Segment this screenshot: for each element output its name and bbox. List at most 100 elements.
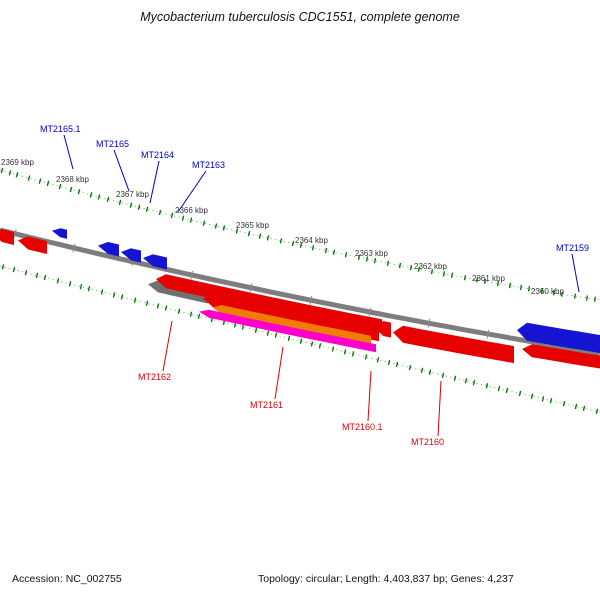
orf-tick	[266, 330, 270, 336]
orf-tick	[475, 277, 479, 283]
orf-tick	[417, 266, 421, 272]
gene-arrows	[0, 228, 600, 369]
gene-label-MT2161: MT2161	[250, 400, 283, 410]
orf-tick	[254, 327, 258, 333]
orf-tick	[266, 235, 270, 241]
leader-line-MT2163	[177, 170, 207, 213]
orf-tick	[562, 401, 566, 407]
orf-tick	[453, 375, 457, 381]
orf-tick	[530, 393, 534, 399]
orf-tick	[77, 189, 81, 195]
ruler-tick	[368, 307, 372, 317]
gene-label-MT2163: MT2163	[192, 160, 225, 170]
gene-arrow-gene-mt2165	[98, 242, 119, 257]
ruler-label: 2364 kbp	[295, 236, 328, 245]
orf-tick	[582, 405, 586, 411]
orf-tick	[170, 212, 174, 219]
backbone-group	[0, 227, 600, 356]
orf-tick	[505, 387, 509, 394]
orf-tick	[365, 256, 369, 262]
orf-tick	[12, 266, 16, 273]
orf-tick	[69, 186, 73, 193]
orf-tick	[97, 194, 101, 200]
leader-line-MT2159	[571, 253, 580, 293]
orf-tick	[38, 178, 42, 184]
orf-tick	[318, 343, 322, 349]
orf-tick	[408, 364, 412, 371]
orf-tick	[164, 305, 168, 311]
orf-tick	[158, 209, 162, 216]
orf-tick	[89, 192, 93, 198]
orf-tick	[274, 332, 278, 338]
gene-label-MT2160.1: MT2160.1	[342, 422, 383, 432]
orf-tick	[376, 357, 380, 363]
orf-tick	[593, 296, 597, 302]
gene-arrow-feature-gray	[148, 280, 208, 304]
gene-label-MT2165.1: MT2165.1	[40, 124, 81, 134]
orf-tick	[450, 272, 454, 279]
leader-lines	[63, 134, 580, 437]
orf-tick	[373, 257, 377, 264]
orf-tick	[15, 172, 19, 178]
orf-tick	[574, 403, 578, 410]
orf-tick	[181, 215, 185, 221]
orf-tick	[409, 264, 413, 271]
orf-tick	[133, 297, 137, 303]
gene-arrow-gene-mt2165-1	[52, 228, 67, 239]
orf-tick	[549, 397, 553, 404]
footer-accession: Accession: NC_002755	[12, 573, 122, 585]
gene-label-MT2162: MT2162	[138, 372, 171, 382]
ruler-tick	[309, 295, 313, 305]
orf-tick	[541, 396, 545, 402]
orf-tick	[43, 274, 47, 281]
orf-tick	[8, 170, 12, 176]
orf-tick	[386, 260, 390, 266]
orf-tick	[595, 408, 599, 414]
ruler-labels: 2369 kbp 2368 kbp 2367 kbp 2366 kbp 2365 kbp…	[1, 158, 564, 296]
orf-tick	[1, 264, 5, 270]
gene-arrow-feature-magenta	[199, 309, 376, 353]
leader-line-MT2164	[149, 160, 160, 204]
orf-tick	[485, 383, 489, 389]
orf-tick	[68, 281, 72, 287]
orf-tick	[56, 278, 60, 284]
orf-tick	[197, 313, 201, 319]
orf-tick	[497, 385, 501, 392]
orf-tick	[137, 204, 141, 210]
leader-line-MT2160.1	[367, 370, 372, 422]
orf-tick	[540, 288, 544, 294]
orf-tick	[247, 230, 251, 237]
orf-tick	[87, 285, 91, 292]
gene-arrow-gene-mt2160	[393, 325, 514, 364]
backbone	[0, 227, 600, 356]
orf-tick	[518, 390, 522, 397]
orf-tick	[519, 284, 523, 291]
orf-tick	[552, 290, 556, 296]
gene-arrow-feature-left-red-1	[0, 229, 14, 245]
orf-tick	[496, 280, 500, 287]
orf-tick	[585, 295, 589, 301]
ruler-label: 2369 kbp	[1, 158, 34, 167]
gene-arrow-gene-mt2163	[143, 254, 167, 270]
leader-line-MT2160	[437, 380, 442, 437]
gene-label-MT2160: MT2160	[411, 437, 444, 447]
orf-tick	[46, 180, 50, 187]
orf-tick	[177, 308, 181, 314]
gene-arrow-gene-mt2164	[121, 248, 141, 263]
leader-line-MT2161	[274, 346, 284, 400]
orf-tick	[222, 225, 226, 231]
orf-tick	[442, 271, 446, 277]
orf-tick	[258, 233, 262, 239]
orf-tick	[357, 254, 361, 261]
orf-tick	[129, 202, 133, 208]
gene-arrow-gene-mt2159	[517, 322, 600, 354]
ruler-tick	[249, 283, 253, 293]
orf-tick	[483, 278, 487, 284]
ruler-ticks	[13, 229, 549, 349]
ruler-label: 2363 kbp	[355, 249, 388, 258]
gene-label-MT2165: MT2165	[96, 139, 129, 149]
gene-arrow-gene-mt2160-1	[374, 321, 391, 338]
orf-tick	[398, 262, 402, 269]
